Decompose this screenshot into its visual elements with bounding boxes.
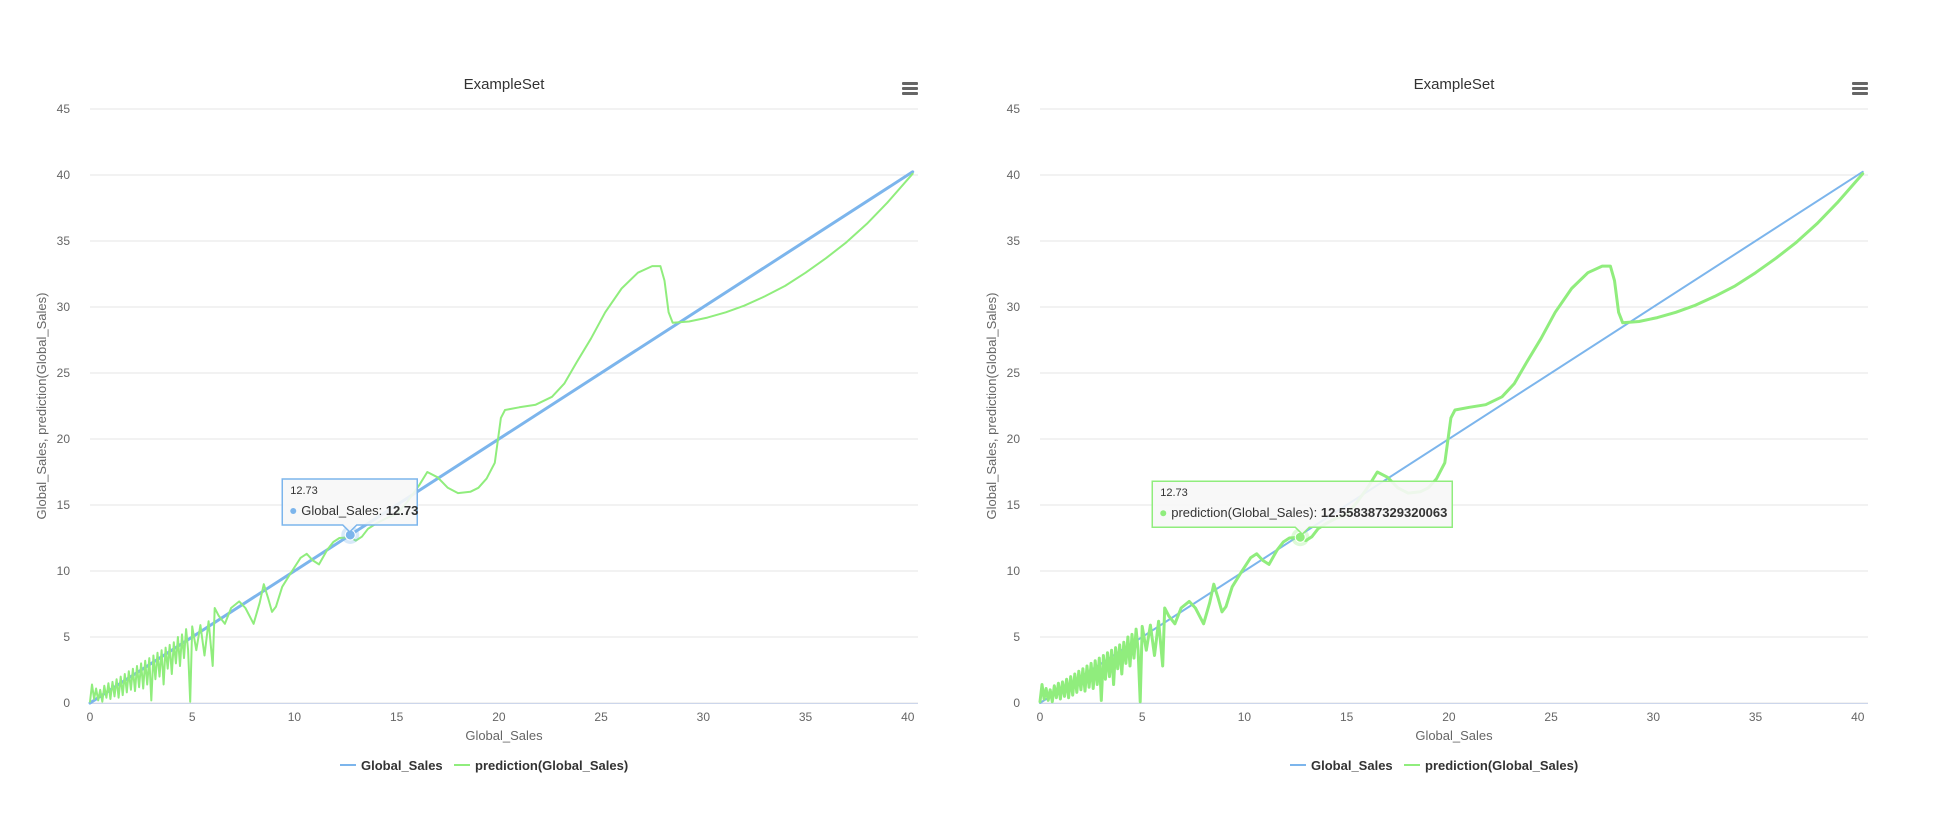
x-tick-label: 15 [1340, 710, 1354, 724]
y-tick-label: 0 [63, 696, 70, 710]
y-tick-label: 25 [1007, 366, 1021, 380]
y-tick-label: 35 [57, 234, 71, 248]
y-tick-label: 20 [1007, 432, 1021, 446]
tooltip-line: prediction(Global_Sales): 12.55838732932… [1171, 505, 1447, 520]
chart-panel-left: ExampleSet 0 5 10 15 20 25 30 35 40 45 0 5 10 15 20 25 30… [34, 76, 922, 773]
y-axis-title: Global_Sales, prediction(Global_Sales) [984, 293, 999, 520]
x-tick-label: 10 [288, 710, 302, 724]
series-line-prediction[interactable] [89, 172, 914, 703]
y-tick-label: 10 [1007, 564, 1021, 578]
y-tick-label: 30 [57, 300, 71, 314]
x-tick-label: 40 [1851, 710, 1865, 724]
legend-item-prediction[interactable]: prediction(Global_Sales) [454, 758, 628, 773]
tooltip: 12.73 prediction(Global_Sales): 12.558387… [1151, 480, 1454, 536]
x-tick-label: 10 [1238, 710, 1252, 724]
legend-label: prediction(Global_Sales) [475, 758, 628, 773]
y-tick-label: 30 [1007, 300, 1021, 314]
tooltip-series-marker [1160, 510, 1167, 517]
tooltip-series-name: prediction(Global_Sales) [1171, 505, 1313, 520]
x-tick-label: 20 [1442, 710, 1456, 724]
x-tick-label: 25 [594, 710, 608, 724]
y-tick-label: 40 [57, 168, 71, 182]
x-tick-label: 0 [1037, 710, 1044, 724]
series-line-prediction[interactable] [1038, 172, 1865, 704]
hamburger-menu-icon[interactable] [898, 78, 922, 100]
legend-label: prediction(Global_Sales) [1425, 758, 1578, 773]
legend-item-prediction[interactable]: prediction(Global_Sales) [1404, 758, 1578, 773]
y-tick-label: 15 [57, 498, 71, 512]
tooltip-header: 12.73 [1160, 487, 1188, 499]
x-tick-label: 35 [799, 710, 813, 724]
y-tick-label: 40 [1007, 168, 1021, 182]
tooltip-header: 12.73 [290, 485, 318, 497]
x-axis-title: Global_Sales [1415, 728, 1493, 743]
y-tick-label: 10 [57, 564, 71, 578]
hamburger-menu-icon[interactable] [1848, 78, 1872, 100]
y-axis-title: Global_Sales, prediction(Global_Sales) [34, 293, 49, 520]
x-tick-label: 5 [189, 710, 196, 724]
y-tick-label: 0 [1013, 696, 1020, 710]
y-tick-label: 35 [1007, 234, 1021, 248]
y-tick-label: 15 [1007, 498, 1021, 512]
legend-label: Global_Sales [1311, 758, 1393, 773]
tooltip-series-marker [290, 507, 297, 514]
x-tick-label: 30 [697, 710, 711, 724]
chart-svg: ExampleSet 0 5 10 15 20 25 30 35 40 45 0 5 10 15 20 25 30… [34, 76, 922, 773]
tooltip-line: Global_Sales: 12.73 [301, 503, 418, 518]
x-tick-label: 25 [1544, 710, 1558, 724]
tooltip-series-name: Global_Sales [301, 503, 379, 518]
legend-item-global-sales[interactable]: Global_Sales [1290, 758, 1393, 773]
y-tick-label: 5 [63, 630, 70, 644]
chart-title: ExampleSet [1414, 76, 1496, 93]
y-tick-label: 45 [1007, 102, 1021, 116]
chart-svg: ExampleSet 0 5 10 15 20 25 30 35 40 45 0 5 10 15 20 25 30… [984, 76, 1872, 773]
x-tick-label: 0 [87, 710, 94, 724]
x-tick-label: 40 [901, 710, 915, 724]
legend-label: Global_Sales [361, 758, 443, 773]
y-tick-label: 25 [57, 366, 71, 380]
y-tick-label: 45 [57, 102, 71, 116]
x-tick-label: 15 [390, 710, 404, 724]
x-tick-label: 30 [1647, 710, 1661, 724]
y-tick-label: 20 [57, 432, 71, 446]
y-tick-label: 5 [1013, 630, 1020, 644]
x-tick-label: 20 [492, 710, 506, 724]
legend-item-global-sales[interactable]: Global_Sales [340, 758, 443, 773]
x-tick-label: 5 [1139, 710, 1146, 724]
tooltip-value: 12.558387329320063 [1321, 505, 1448, 520]
x-tick-label: 35 [1749, 710, 1763, 724]
series-line-global-sales[interactable] [88, 170, 915, 705]
tooltip-value: 12.73 [386, 503, 419, 518]
x-axis-title: Global_Sales [465, 728, 543, 743]
chart-panel-right: ExampleSet 0 5 10 15 20 25 30 35 40 45 0 5 10 15 20 25 30… [950, 0, 1925, 818]
chart-title: ExampleSet [464, 76, 546, 93]
